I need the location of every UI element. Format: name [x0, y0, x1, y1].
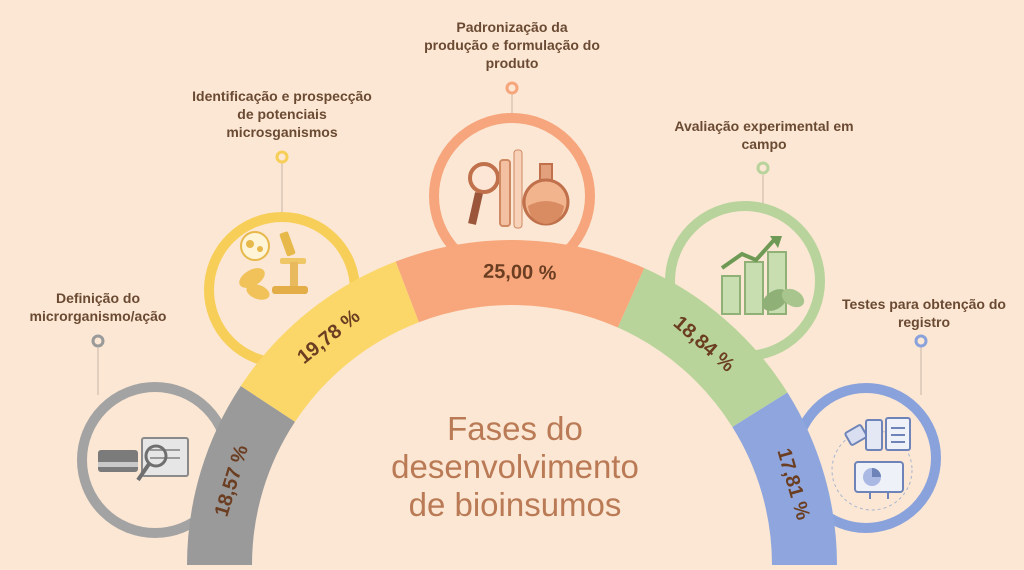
phase-dot-identificacao	[275, 150, 289, 164]
phase-label-line: Identificação e prospecção	[192, 88, 372, 104]
phase-label-line: produção e formulação do	[424, 37, 600, 53]
arc-segment-testes	[732, 392, 837, 565]
phase-arc	[187, 240, 837, 565]
label-connectors	[91, 81, 928, 395]
arc-segment-identificacao	[240, 261, 419, 422]
book-magnifier-icon	[98, 437, 189, 482]
title-line: de bioinsumos	[408, 486, 622, 523]
phase-label-line: Testes para obtenção do	[842, 296, 1006, 312]
phase-label-line: microrganismo/ação	[29, 308, 167, 324]
phase-label-line: de potenciais	[237, 106, 327, 122]
phase-label-identificacao: Identificação e prospecção de potenciais…	[166, 87, 398, 141]
phase-label-line: Padronização da	[456, 19, 568, 35]
percent-label-padronizacao: 25,00 %	[483, 261, 557, 285]
phase-label-testes: Testes para obtenção do registro	[826, 295, 1022, 331]
arc-segment-definicao	[187, 385, 296, 565]
phase-label-definicao: Definição do microrganismo/ação	[10, 289, 186, 325]
phase-label-line: Definição do	[55, 290, 140, 306]
phase-label-padronizacao: Padronização da produção e formulação do…	[400, 18, 624, 72]
phase-label-line: Avaliação experimental em	[674, 118, 854, 134]
phase-label-line: produto	[485, 55, 539, 71]
arc-segment-avaliacao	[617, 268, 788, 427]
lab-tools-icon	[468, 149, 570, 229]
microscope-icon	[239, 231, 308, 300]
registry-documents-icon	[831, 417, 913, 511]
phase-dot-avaliacao	[756, 161, 770, 175]
phase-label-line: microsganismos	[226, 124, 338, 140]
title-line: Fases do	[447, 410, 583, 447]
phase-dot-padronizacao	[505, 81, 519, 95]
title-line: desenvolvimento	[391, 448, 639, 485]
phase-dot-definicao	[91, 334, 105, 348]
phase-label-line: registro	[897, 314, 951, 330]
phase-label-avaliacao: Avaliação experimental em campo	[648, 117, 880, 153]
diagram-title: Fases do desenvolvimento de bioinsumos	[360, 410, 670, 524]
phase-dot-testes	[914, 334, 928, 348]
growth-chart-icon	[720, 236, 805, 315]
arc-segment-padronizacao	[395, 240, 645, 328]
phase-label-line: campo	[741, 136, 787, 152]
